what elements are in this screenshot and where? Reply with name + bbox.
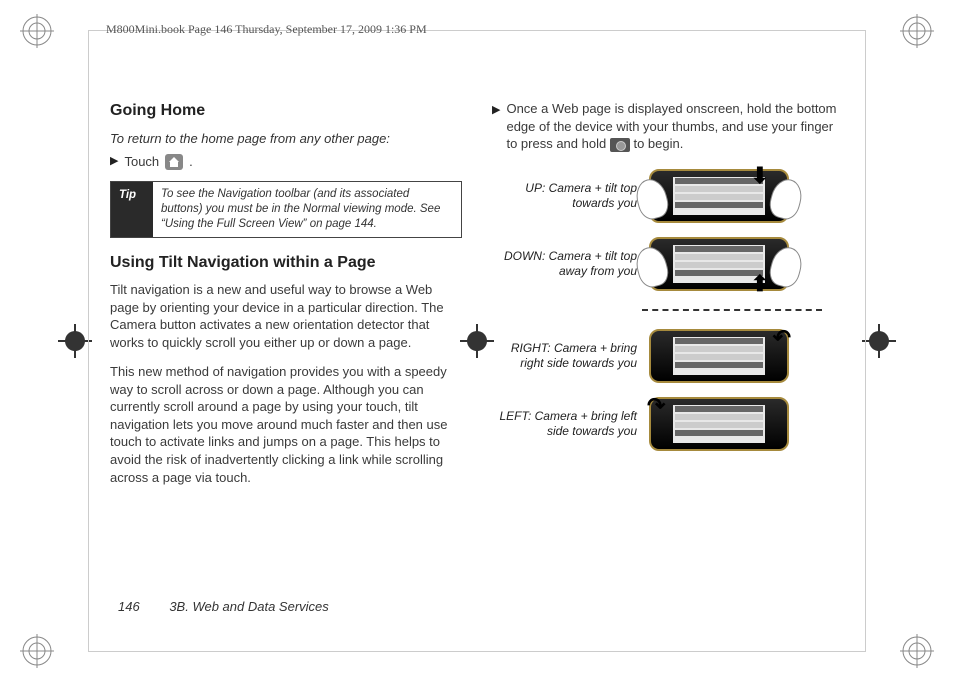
diagram-row-left: LEFT: Camera + bring left side towards y… [492, 397, 844, 451]
diagram-row-up: UP: Camera + tilt top towards you ⬇ [492, 169, 844, 223]
paragraph-tilt-1: Tilt navigation is a new and useful way … [110, 281, 462, 351]
subtitle-return: To return to the home page from any othe… [110, 130, 462, 148]
heading-tilt-nav: Using Tilt Navigation within a Page [110, 252, 462, 274]
hand-left-icon [632, 175, 671, 221]
page-footer: 146 3B. Web and Data Services [118, 599, 329, 614]
registration-mark-icon [900, 634, 934, 668]
crop-mark-icon [58, 324, 92, 358]
registration-mark-icon [20, 14, 54, 48]
phone-illustration-down: ⬆ [649, 237, 789, 291]
bullet-arrow-icon: ▶ [110, 154, 118, 169]
registration-mark-icon [900, 14, 934, 48]
paragraph-tilt-2: This new method of navigation provides y… [110, 363, 462, 486]
home-icon [165, 154, 183, 170]
label-tilt-left: LEFT: Camera + bring left side towards y… [492, 409, 637, 439]
hand-right-icon [766, 243, 805, 289]
motion-arrow-curve-icon: ↷ [647, 391, 665, 421]
diagram-row-right: RIGHT: Camera + bring right side towards… [492, 329, 844, 383]
bullet-arrow-icon: ▶ [492, 103, 500, 118]
diagram-row-down: DOWN: Camera + tilt top away from you ⬆ [492, 237, 844, 291]
label-tilt-right: RIGHT: Camera + bring right side towards… [492, 341, 637, 371]
motion-arrow-up-icon: ⬆ [751, 269, 769, 299]
intro-text-b: to begin. [633, 136, 683, 151]
page-metadata-header: M800Mini.book Page 146 Thursday, Septemb… [88, 22, 866, 39]
tip-text: To see the Navigation toolbar (and its a… [153, 182, 461, 237]
label-tilt-up: UP: Camera + tilt top towards you [492, 181, 637, 211]
motion-arrow-down-icon: ⬇ [751, 161, 769, 191]
motion-arrow-curve-icon: ↶ [773, 323, 791, 353]
step-touch-home: ▶ Touch . [110, 153, 462, 171]
phone-illustration-left: ↷ [649, 397, 789, 451]
registration-mark-icon [20, 634, 54, 668]
tip-badge: Tip [111, 182, 153, 237]
intro-text: Once a Web page is displayed onscreen, h… [506, 100, 844, 153]
phone-illustration-up: ⬇ [649, 169, 789, 223]
step-hold-camera: ▶ Once a Web page is displayed onscreen,… [492, 100, 844, 153]
hand-right-icon [766, 175, 805, 221]
diagram-separator [642, 309, 822, 311]
heading-going-home: Going Home [110, 100, 462, 122]
hand-left-icon [632, 243, 671, 289]
camera-button-icon [610, 138, 630, 152]
tip-callout: Tip To see the Navigation toolbar (and i… [110, 181, 462, 238]
period: . [189, 153, 193, 171]
page-number: 146 [118, 599, 140, 614]
phone-illustration-right: ↶ [649, 329, 789, 383]
label-tilt-down: DOWN: Camera + tilt top away from you [492, 249, 637, 279]
section-title: 3B. Web and Data Services [169, 599, 328, 614]
touch-label: Touch [124, 153, 159, 171]
tilt-diagram: UP: Camera + tilt top towards you ⬇ DOWN… [492, 169, 844, 451]
crop-mark-icon [862, 324, 896, 358]
